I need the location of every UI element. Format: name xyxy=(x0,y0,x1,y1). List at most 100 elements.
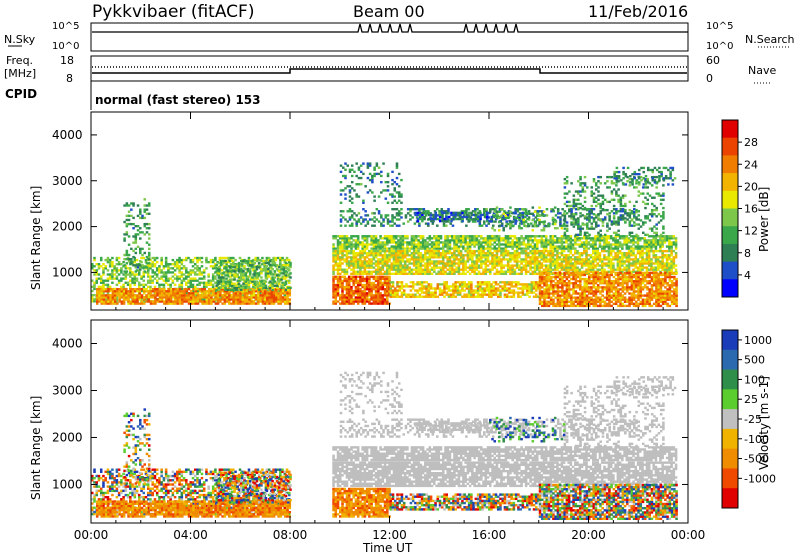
power-cell xyxy=(130,260,133,263)
power-cell xyxy=(406,252,409,255)
power-cell xyxy=(259,294,262,297)
power-cell xyxy=(491,214,495,217)
power-cell xyxy=(382,218,385,221)
power-cell xyxy=(209,279,213,282)
power-cell xyxy=(661,241,664,244)
radar-title: Pykkvibaer (fitACF) xyxy=(92,2,254,22)
power-cell xyxy=(569,249,573,253)
power-cell xyxy=(558,262,561,265)
power-cell xyxy=(551,262,555,265)
power-cell xyxy=(668,241,671,244)
power-cell xyxy=(253,286,256,289)
power-cell xyxy=(523,224,526,227)
power-cell xyxy=(468,272,472,276)
power-cell xyxy=(196,294,200,297)
power-cell xyxy=(431,222,435,225)
power-cell xyxy=(99,265,103,268)
power-cell xyxy=(450,239,454,242)
power-cell xyxy=(350,272,353,276)
power-cell xyxy=(464,243,467,246)
power-cell xyxy=(182,258,186,262)
power-cell xyxy=(518,256,521,259)
power-cell xyxy=(226,282,230,285)
power-cell xyxy=(381,256,385,259)
power-cell xyxy=(466,247,470,250)
power-cell xyxy=(650,266,653,269)
power-cell xyxy=(125,218,129,222)
power-cell xyxy=(207,288,211,291)
power-cell xyxy=(397,224,401,227)
power-cell xyxy=(565,224,569,227)
power-cell xyxy=(466,241,470,244)
power-cell xyxy=(185,271,188,274)
power-cell xyxy=(518,247,521,250)
power-cell xyxy=(603,245,606,248)
power-cell xyxy=(603,258,606,261)
power-cell xyxy=(248,263,252,267)
power-cell xyxy=(241,300,245,303)
power-cell xyxy=(408,258,411,261)
power-cell xyxy=(339,249,342,253)
power-cell xyxy=(424,264,427,267)
power-cell xyxy=(558,252,561,255)
power-cell xyxy=(237,300,240,303)
power-cell xyxy=(173,265,177,268)
power-cell xyxy=(160,294,164,297)
power-cell xyxy=(589,266,593,269)
power-cell xyxy=(255,282,259,285)
power-cell xyxy=(518,216,522,219)
power-cell xyxy=(193,267,197,270)
power-cell xyxy=(339,247,342,250)
power-cell xyxy=(459,237,463,240)
power-cell xyxy=(246,270,250,273)
power-cell xyxy=(215,284,218,287)
power-cell xyxy=(424,214,428,217)
power-cell xyxy=(634,264,638,267)
power-cell xyxy=(502,237,505,240)
power-cell xyxy=(511,245,514,248)
power-cell xyxy=(560,237,564,240)
power-cell xyxy=(491,220,495,223)
power-cell xyxy=(647,260,651,263)
power-cell xyxy=(384,214,388,217)
power-cell xyxy=(123,270,126,273)
power-cell xyxy=(513,249,517,253)
power-cell xyxy=(120,277,123,280)
power-cell xyxy=(437,270,441,273)
power-cell xyxy=(169,298,173,301)
power-cell xyxy=(424,266,427,269)
power-cell xyxy=(600,235,604,238)
power-cell xyxy=(616,247,620,250)
power-cell xyxy=(509,254,512,257)
power-cell xyxy=(419,235,423,238)
power-cell xyxy=(383,241,387,244)
power-cell xyxy=(134,266,138,269)
power-cell xyxy=(533,249,537,253)
power-cell xyxy=(636,252,640,255)
power-cell xyxy=(457,268,461,271)
power-cell xyxy=(180,267,184,270)
power-cell xyxy=(365,235,369,238)
power-cell xyxy=(556,241,559,244)
power-cell xyxy=(129,271,132,274)
power-cell xyxy=(334,300,338,303)
power-cell xyxy=(427,213,431,217)
power-cell xyxy=(471,235,474,238)
power-cell xyxy=(596,270,599,273)
power-cell xyxy=(415,245,418,248)
power-cell xyxy=(232,298,236,301)
power-cell xyxy=(580,262,584,265)
power-cell xyxy=(600,266,604,269)
power-cell xyxy=(350,258,353,261)
power-cell xyxy=(345,272,349,276)
power-cell xyxy=(448,270,452,273)
power-cell xyxy=(91,285,94,289)
power-cell xyxy=(511,258,514,261)
power-cell xyxy=(589,245,593,248)
power-cell xyxy=(409,218,412,221)
power-cell xyxy=(149,277,152,280)
power-cell xyxy=(240,288,243,292)
power-cell xyxy=(201,302,204,305)
power-cell xyxy=(228,266,232,269)
power-cell xyxy=(381,264,385,267)
